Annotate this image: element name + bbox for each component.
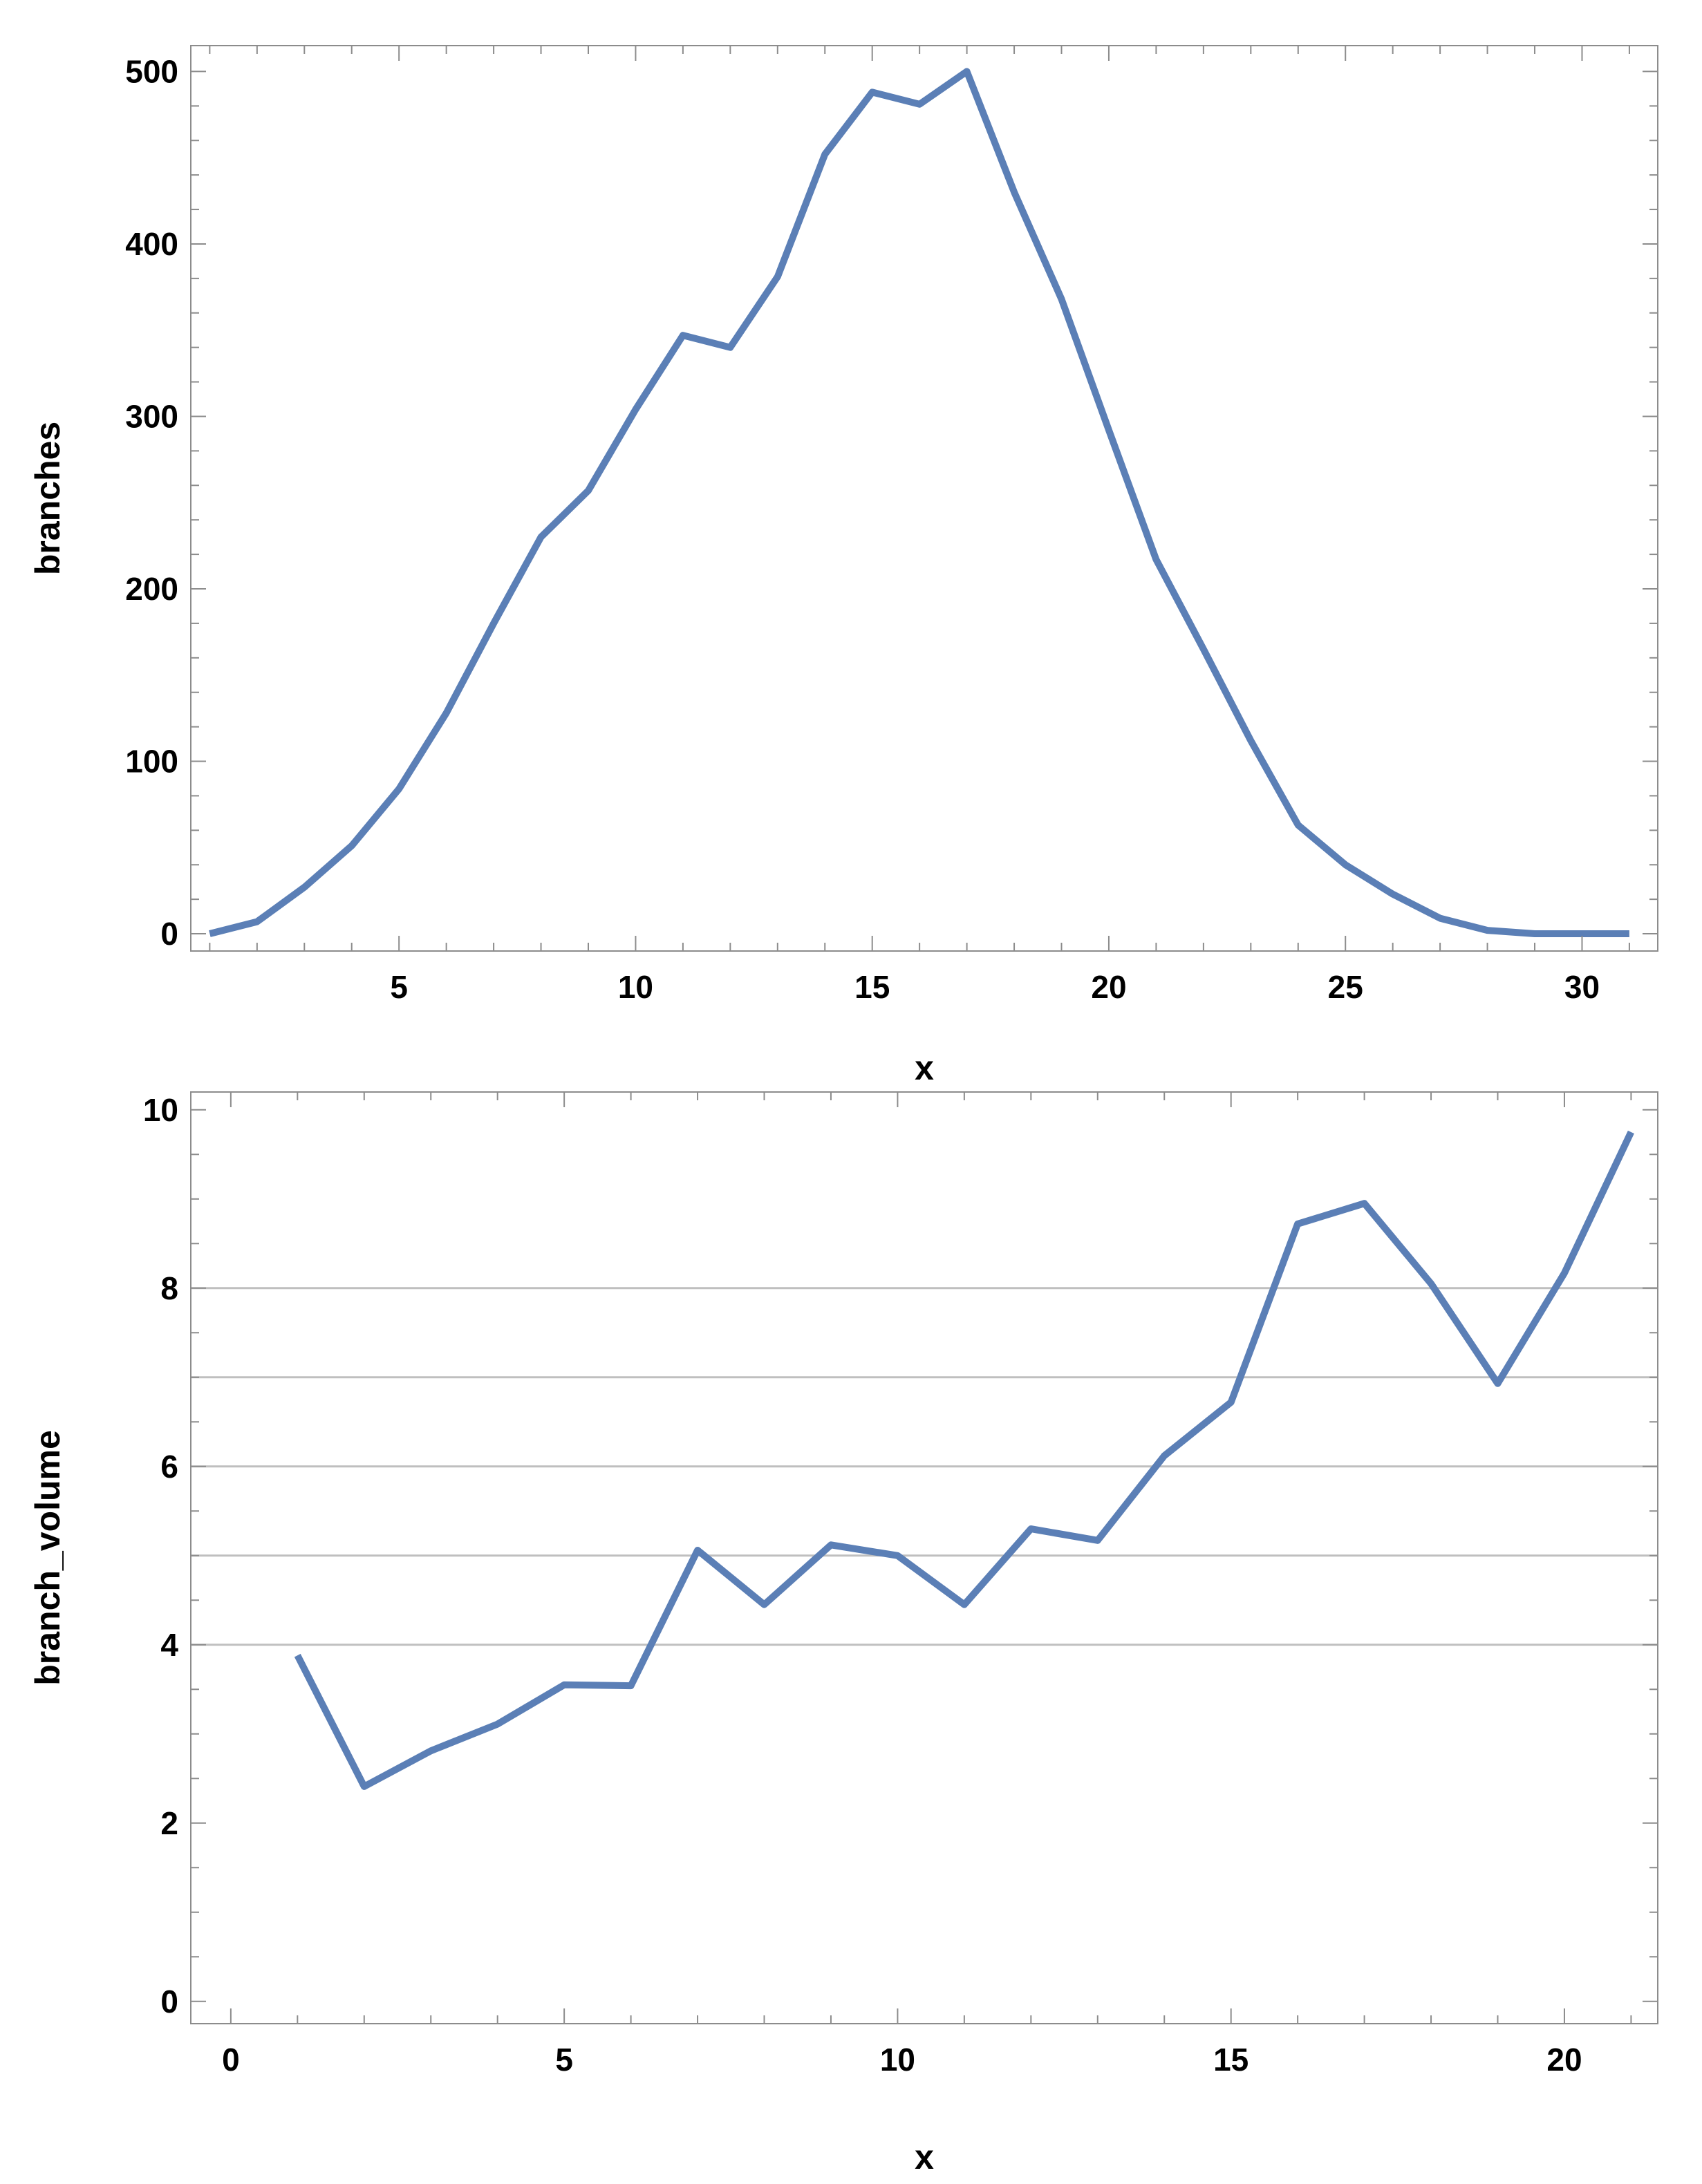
branches-chart-y-tick-label: 200 — [125, 571, 178, 607]
branches-chart-ticks — [191, 46, 1658, 951]
branch-volume-chart: 0 5 10 15 20 0 2 4 6 8 10 x branch_volume — [28, 1091, 1658, 2176]
branch-volume-chart-tick-labels: 0 5 10 15 20 0 2 4 6 8 10 — [143, 1092, 1582, 2078]
branches-chart-x-tick-label: 10 — [618, 969, 653, 1005]
branches-chart-y-tick-label: 500 — [125, 53, 178, 89]
branches-chart-series-line — [209, 68, 1629, 937]
branch-volume-chart-ticks — [191, 1092, 1658, 2024]
branch-volume-chart-y-tick-label: 8 — [160, 1270, 178, 1306]
branches-chart-y-tick-label: 300 — [125, 398, 178, 434]
branch-volume-chart-y-tick-label: 4 — [160, 1627, 178, 1663]
branches-chart-x-tick-label: 5 — [390, 969, 408, 1005]
branch-volume-chart-x-tick-label: 20 — [1546, 2042, 1582, 2078]
branch-volume-chart-plot-frame — [190, 1091, 1658, 2024]
branches-chart-x-tick-label: 25 — [1328, 969, 1363, 1005]
branch-volume-chart-grid — [191, 1287, 1658, 1646]
branch-volume-chart-series-line — [294, 1130, 1634, 1790]
branches-chart-frame — [190, 45, 1658, 952]
branch-volume-chart-y-axis-label: branch_volume — [28, 1430, 67, 1686]
branch-volume-chart-x-tick-label: 10 — [880, 2042, 915, 2078]
branch-volume-chart-x-tick-label: 15 — [1213, 2042, 1249, 2078]
branch-volume-chart-y-tick-label: 2 — [160, 1805, 178, 1841]
branches-chart-plot-frame — [190, 45, 1658, 952]
branch-volume-chart-series — [294, 1130, 1634, 1790]
branch-volume-chart-y-tick-label: 10 — [143, 1092, 178, 1128]
branches-chart-y-tick-label: 0 — [160, 916, 178, 952]
branch-volume-chart-x-axis-label: x — [915, 2138, 934, 2176]
branches-chart-x-tick-label: 20 — [1091, 969, 1126, 1005]
branch-volume-chart-y-tick-label: 0 — [160, 1984, 178, 2020]
branches-chart-y-tick-label: 400 — [125, 226, 178, 262]
branches-chart-y-tick-label: 100 — [125, 744, 178, 780]
branches-chart-x-tick-label: 15 — [854, 969, 890, 1005]
branch-volume-chart-frame — [190, 1091, 1658, 2024]
branch-volume-chart-x-tick-label: 0 — [222, 2042, 240, 2078]
branches-chart-series — [209, 68, 1629, 937]
branches-chart-y-axis-label: branches — [28, 422, 67, 575]
branches-chart-x-tick-label: 30 — [1564, 969, 1600, 1005]
branch-volume-chart-x-tick-label: 5 — [555, 2042, 573, 2078]
branches-chart-x-axis-label: x — [915, 1048, 934, 1087]
branch-volume-chart-y-tick-label: 6 — [160, 1449, 178, 1485]
